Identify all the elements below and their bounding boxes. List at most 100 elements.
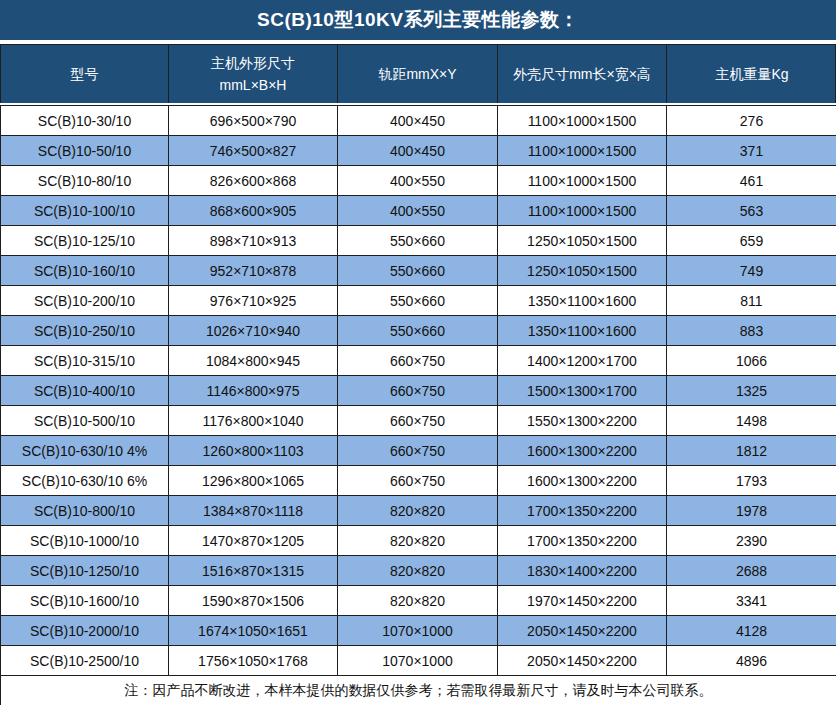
table-cell: 820×820	[338, 556, 498, 586]
table-cell: 1700×1350×2200	[498, 496, 667, 526]
table-cell: 811	[667, 286, 836, 316]
table-cell: 1500×1300×1700	[498, 376, 667, 406]
table-cell: 749	[667, 256, 836, 286]
model-cell: SC(B)10-100/10	[1, 196, 169, 226]
table-cell: 2050×1450×2200	[498, 616, 667, 646]
table-cell: 4896	[667, 646, 836, 676]
footnote: 注：因产品不断改进，本样本提供的数据仅供参考；若需取得最新尺寸，请及时与本公司联…	[1, 676, 836, 705]
model-cell: SC(B)10-160/10	[1, 256, 169, 286]
table-cell: 2390	[667, 526, 836, 556]
table-cell: 400×450	[338, 136, 498, 166]
model-cell: SC(B)10-50/10	[1, 136, 169, 166]
table-cell: 1250×1050×1500	[498, 226, 667, 256]
table-cell: 371	[667, 136, 836, 166]
table-cell: 1176×800×1040	[169, 406, 338, 436]
table-cell: 2688	[667, 556, 836, 586]
model-cell: SC(B)10-500/10	[1, 406, 169, 436]
model-cell: SC(B)10-80/10	[1, 166, 169, 196]
table-cell: 820×820	[338, 526, 498, 556]
table-cell: 1070×1000	[338, 646, 498, 676]
table-cell: 1674×1050×1651	[169, 616, 338, 646]
table-cell: 400×550	[338, 196, 498, 226]
model-cell: SC(B)10-800/10	[1, 496, 169, 526]
model-cell: SC(B)10-30/10	[1, 106, 169, 136]
table-cell: 461	[667, 166, 836, 196]
table-cell: 820×820	[338, 586, 498, 616]
table-cell: 976×710×925	[169, 286, 338, 316]
table-cell: 1970×1450×2200	[498, 586, 667, 616]
column-header: 主机外形尺寸 mmL×B×H	[169, 45, 338, 103]
table-cell: 1516×870×1315	[169, 556, 338, 586]
table-cell: 1756×1050×1768	[169, 646, 338, 676]
table-cell: 659	[667, 226, 836, 256]
table-title: SC(B)10型10KV系列主要性能参数：	[0, 0, 836, 40]
table-cell: 400×550	[338, 166, 498, 196]
table-cell: 400×450	[338, 106, 498, 136]
table-cell: 868×600×905	[169, 196, 338, 226]
table-cell: 1250×1050×1500	[498, 256, 667, 286]
table-cell: 550×660	[338, 256, 498, 286]
model-cell: SC(B)10-400/10	[1, 376, 169, 406]
model-cell: SC(B)10-2500/10	[1, 646, 169, 676]
table-cell: 1100×1000×1500	[498, 196, 667, 226]
table-cell: 1384×870×1118	[169, 496, 338, 526]
table-cell: 2050×1450×2200	[498, 646, 667, 676]
table-cell: 1070×1000	[338, 616, 498, 646]
table-cell: 952×710×878	[169, 256, 338, 286]
model-cell: SC(B)10-1000/10	[1, 526, 169, 556]
table-cell: 883	[667, 316, 836, 346]
table-cell: 1100×1000×1500	[498, 166, 667, 196]
table-cell: 746×500×827	[169, 136, 338, 166]
model-cell: SC(B)10-315/10	[1, 346, 169, 376]
table-cell: 1084×800×945	[169, 346, 338, 376]
column-header: 型号	[1, 45, 169, 103]
model-cell: SC(B)10-125/10	[1, 226, 169, 256]
model-cell: SC(B)10-630/10 6%	[1, 466, 169, 496]
table-cell: 3341	[667, 586, 836, 616]
column-header: 外壳尺寸mm长×宽×高	[498, 45, 667, 103]
table-cell: 1498	[667, 406, 836, 436]
table-cell: 696×500×790	[169, 106, 338, 136]
table-cell: 1700×1350×2200	[498, 526, 667, 556]
table-cell: 660×750	[338, 436, 498, 466]
table-cell: 550×660	[338, 286, 498, 316]
table-cell: 1400×1200×1700	[498, 346, 667, 376]
table-cell: 1600×1300×2200	[498, 436, 667, 466]
table-cell: 1296×800×1065	[169, 466, 338, 496]
spec-sheet: SC(B)10型10KV系列主要性能参数： 型号主机外形尺寸 mmL×B×H轨距…	[0, 0, 836, 705]
model-cell: SC(B)10-1250/10	[1, 556, 169, 586]
table-cell: 550×660	[338, 316, 498, 346]
table-cell: 1793	[667, 466, 836, 496]
table-cell: 1325	[667, 376, 836, 406]
table-cell: 1830×1400×2200	[498, 556, 667, 586]
table-cell: 1260×800×1103	[169, 436, 338, 466]
table-cell: 1590×870×1506	[169, 586, 338, 616]
table-cell: 820×820	[338, 496, 498, 526]
table-cell: 1100×1000×1500	[498, 106, 667, 136]
table-cell: 1066	[667, 346, 836, 376]
table-cell: 563	[667, 196, 836, 226]
column-header: 轨距mmX×Y	[338, 45, 498, 103]
table-cell: 660×750	[338, 376, 498, 406]
table-body: SC(B)10-30/10696×500×790400×4501100×1000…	[0, 105, 836, 705]
table-cell: 1600×1300×2200	[498, 466, 667, 496]
column-header: 主机重量Kg	[667, 45, 836, 103]
table-cell: 276	[667, 106, 836, 136]
table-cell: 660×750	[338, 466, 498, 496]
table-cell: 826×600×868	[169, 166, 338, 196]
table-cell: 660×750	[338, 346, 498, 376]
table-cell: 4128	[667, 616, 836, 646]
table-cell: 1026×710×940	[169, 316, 338, 346]
table-cell: 1146×800×975	[169, 376, 338, 406]
table-header-row: 型号主机外形尺寸 mmL×B×H轨距mmX×Y外壳尺寸mm长×宽×高主机重量Kg	[0, 44, 836, 103]
table-cell: 1812	[667, 436, 836, 466]
model-cell: SC(B)10-250/10	[1, 316, 169, 346]
table-cell: 1550×1300×2200	[498, 406, 667, 436]
table-cell: 898×710×913	[169, 226, 338, 256]
table-cell: 1470×870×1205	[169, 526, 338, 556]
model-cell: SC(B)10-1600/10	[1, 586, 169, 616]
table-cell: 660×750	[338, 406, 498, 436]
model-cell: SC(B)10-2000/10	[1, 616, 169, 646]
model-cell: SC(B)10-200/10	[1, 286, 169, 316]
table-cell: 1350×1100×1600	[498, 316, 667, 346]
